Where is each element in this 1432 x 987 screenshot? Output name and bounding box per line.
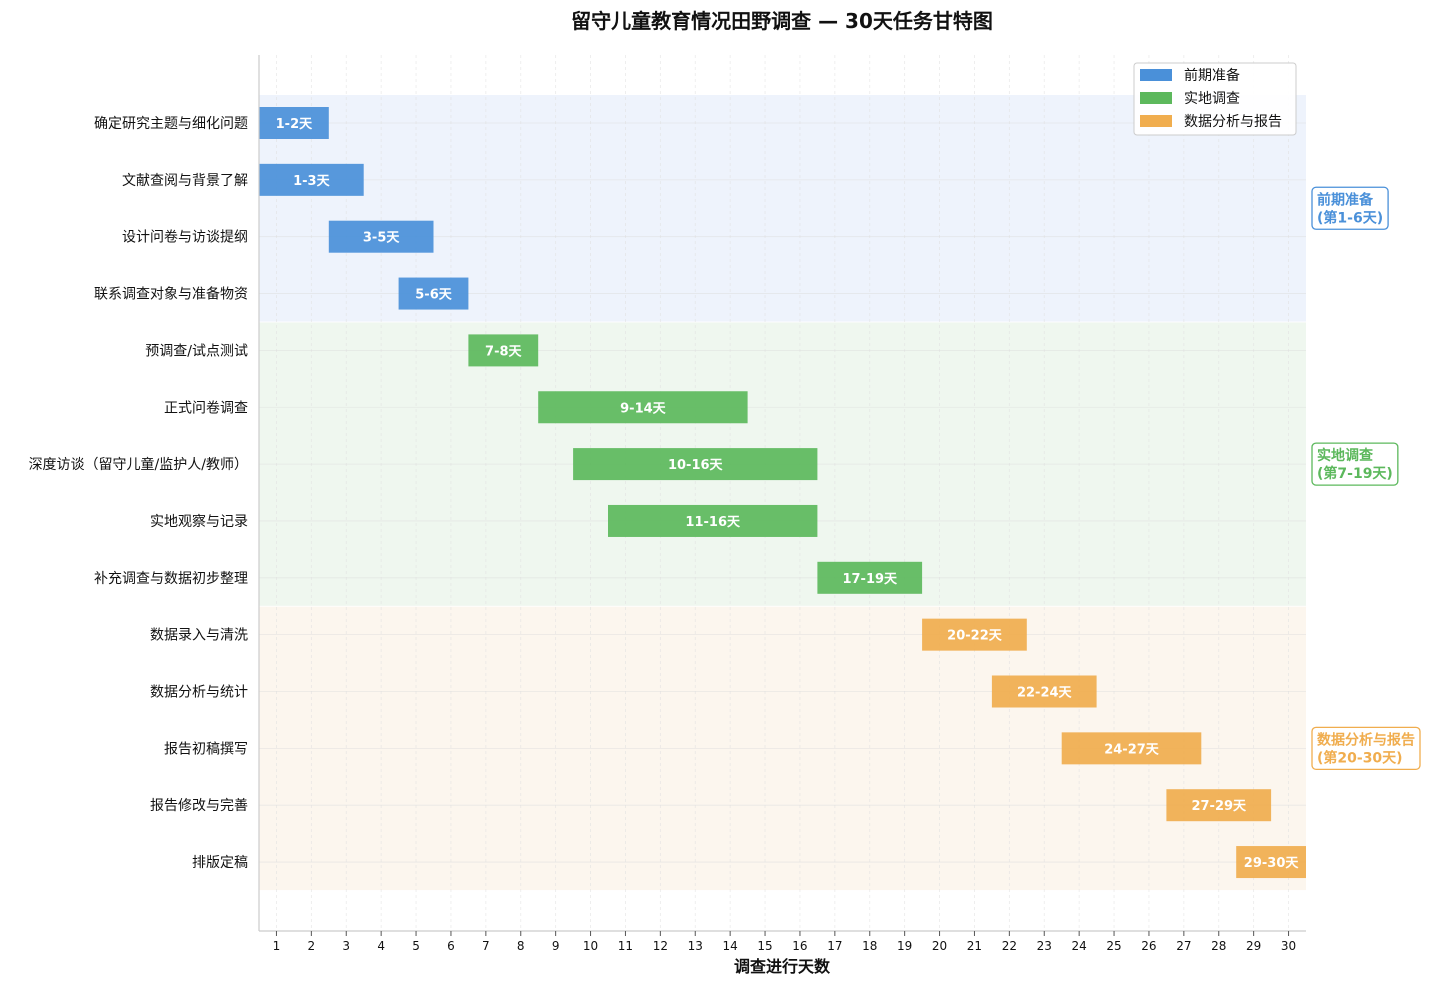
phase-label: 实地调查 [1317,447,1374,464]
task-bar [328,220,434,253]
x-tick-label: 7 [482,939,490,953]
task-bar [573,448,818,481]
phase-label-box [1311,442,1399,486]
legend-label: 实地调查 [1184,91,1240,107]
task-bar [468,334,539,367]
task-label: 补充调查与数据初步整理 [94,570,248,587]
bar-label: 5-6天 [415,288,452,303]
x-tick-label: 1 [273,939,281,953]
bar-label: 3-5天 [363,231,400,246]
bar-label: 17-19天 [842,572,898,587]
task-bar [922,618,1027,651]
task-label: 联系调查对象与准备物资 [94,286,248,303]
x-tick-label: 28 [1211,939,1226,953]
bar-label: 24-27天 [1104,742,1160,757]
task-bar [1166,789,1272,822]
x-tick-label: 21 [967,939,982,953]
legend-label: 前期准备 [1184,67,1240,84]
task-label: 预调查/试点测试 [145,343,248,359]
task-label: 深度访谈（留守儿童/监护人/教师） [29,456,248,473]
legend-swatch [1140,115,1172,127]
task-bar [538,391,748,424]
x-tick-label: 23 [1037,939,1052,953]
bar-label: 7-8天 [485,344,522,359]
task-label: 报告初稿撰写 [164,740,248,757]
chart-title: 留守儿童教育情况田野调查 — 30天任务甘特图 [571,9,993,33]
phase-label: (第1-6天) [1317,209,1383,226]
phase-label: 前期准备 [1317,191,1374,208]
task-bar [991,675,1097,708]
x-tick-label: 18 [862,939,877,953]
task-label: 文献查阅与背景了解 [122,173,248,189]
phase-label: (第20-30天) [1317,749,1403,766]
phase-labels: 前期准备(第1-6天) 实地调查(第7-19天) 数据分析与报告(第20-30天) [1311,186,1421,770]
task-labels: 确定研究主题与细化问题文献查阅与背景了解设计问卷与访谈提纲联系调查对象与准备物资… [29,116,248,871]
bar-label: 1-2天 [276,117,313,132]
phase-label-box [1311,726,1421,770]
task-bar [817,561,923,594]
x-tick-label: 13 [688,939,703,953]
x-tick-label: 19 [897,939,912,953]
x-tick-label: 3 [342,939,350,953]
bar-label: 9-14天 [620,401,667,416]
x-tick-label: 11 [618,939,633,953]
x-tick-label: 15 [757,939,772,953]
task-label: 数据分析与统计 [150,685,248,701]
bar-label: 11-16天 [685,515,741,530]
x-tick-label: 29 [1246,939,1261,953]
x-tick-label: 5 [412,939,420,953]
task-label: 数据录入与清洗 [150,628,248,644]
task-bar [608,504,818,537]
x-tick-label: 27 [1176,939,1191,953]
phase-label: (第7-19天) [1317,465,1393,482]
x-tick-label: 8 [517,939,525,953]
x-tick-label: 26 [1141,939,1156,953]
task-label: 报告修改与完善 [150,798,248,814]
legend-swatch [1140,92,1172,104]
task-label: 排版定稿 [192,855,248,871]
x-tick-label: 14 [723,939,738,953]
x-tick-label: 6 [447,939,455,953]
task-bar [1061,732,1202,765]
bar-label: 1-3天 [293,174,330,189]
x-tick-label: 20 [932,939,947,953]
task-label: 设计问卷与访谈提纲 [122,230,248,246]
task-bar [1236,846,1306,879]
x-tick-label: 16 [792,939,807,953]
bar-label: 27-29天 [1191,799,1247,814]
legend-label: 数据分析与报告 [1184,114,1282,130]
x-tick-label: 9 [552,939,560,953]
task-label: 实地观察与记录 [150,513,248,530]
task-bar [259,163,364,196]
task-label: 正式问卷调查 [164,400,248,416]
bar-label: 22-24天 [1017,686,1073,701]
x-tick-label: 12 [653,939,668,953]
x-tick-label: 4 [377,939,385,953]
task-bar [259,107,329,139]
x-tick-label: 30 [1281,939,1296,953]
x-tick-label: 17 [827,939,842,953]
x-tick-label: 10 [583,939,598,953]
legend-box [1133,62,1297,136]
x-axis: 1 2 3 4 5 6 7 8 9 10 11 12 13 14 15 16 17 18 19 20 21 22 23 24 2… [258,55,1306,953]
phase-label: 数据分析与报告 [1317,731,1415,748]
grid-lines [259,55,1306,931]
legend-swatch [1140,69,1172,81]
task-bar [398,277,469,310]
bar-label: 10-16天 [668,458,724,473]
phase-label-box [1311,186,1389,230]
task-bars: 1-2天 1-3天 3-5天 5-6天 7-8天 9-14天 10-16天 11-16天 17-… [259,107,1306,879]
x-tick-label: 25 [1106,939,1121,953]
bar-label: 29-30天 [1244,856,1300,871]
x-axis-label: 调查进行天数 [734,957,831,976]
task-label: 确定研究主题与细化问题 [94,116,248,132]
x-tick-label: 22 [1002,939,1017,953]
bar-label: 20-22天 [947,629,1003,644]
x-tick-label: 2 [308,939,316,953]
x-tick-label: 24 [1072,939,1087,953]
